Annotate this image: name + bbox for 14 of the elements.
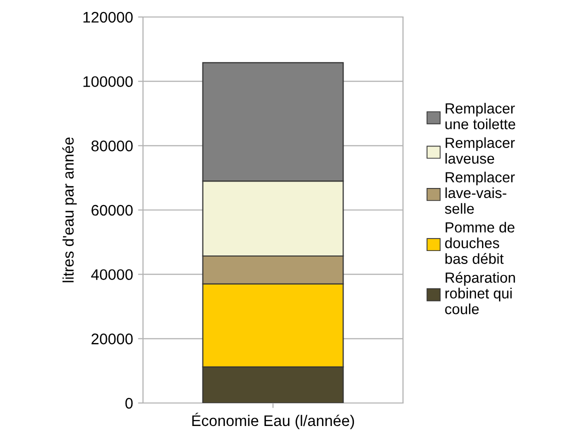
y-tick-label: 20000 xyxy=(92,334,133,344)
y-tick-label: 120000 xyxy=(83,12,133,23)
y-tick-label: 60000 xyxy=(92,204,133,216)
legend-label: Pomme de douches bas débit xyxy=(445,222,514,264)
y-tick-label: 40000 xyxy=(91,269,133,280)
y-tick-label: 100000 xyxy=(83,76,133,88)
legend-label: Remplacer une toilette xyxy=(445,102,516,130)
legend-label: Réparation robinet qui coule xyxy=(445,272,515,314)
x-tick-label: Économie Eau (l/année) xyxy=(192,412,354,430)
legend-label: Remplacer lave-vais- selle xyxy=(444,172,515,214)
y-axis-title: litres d'eau par année xyxy=(62,137,77,282)
legend-label: Remplacer laveuse xyxy=(446,137,515,164)
y-tick-label: 80000 xyxy=(91,140,133,152)
y-tick-label: 0 xyxy=(125,398,133,409)
